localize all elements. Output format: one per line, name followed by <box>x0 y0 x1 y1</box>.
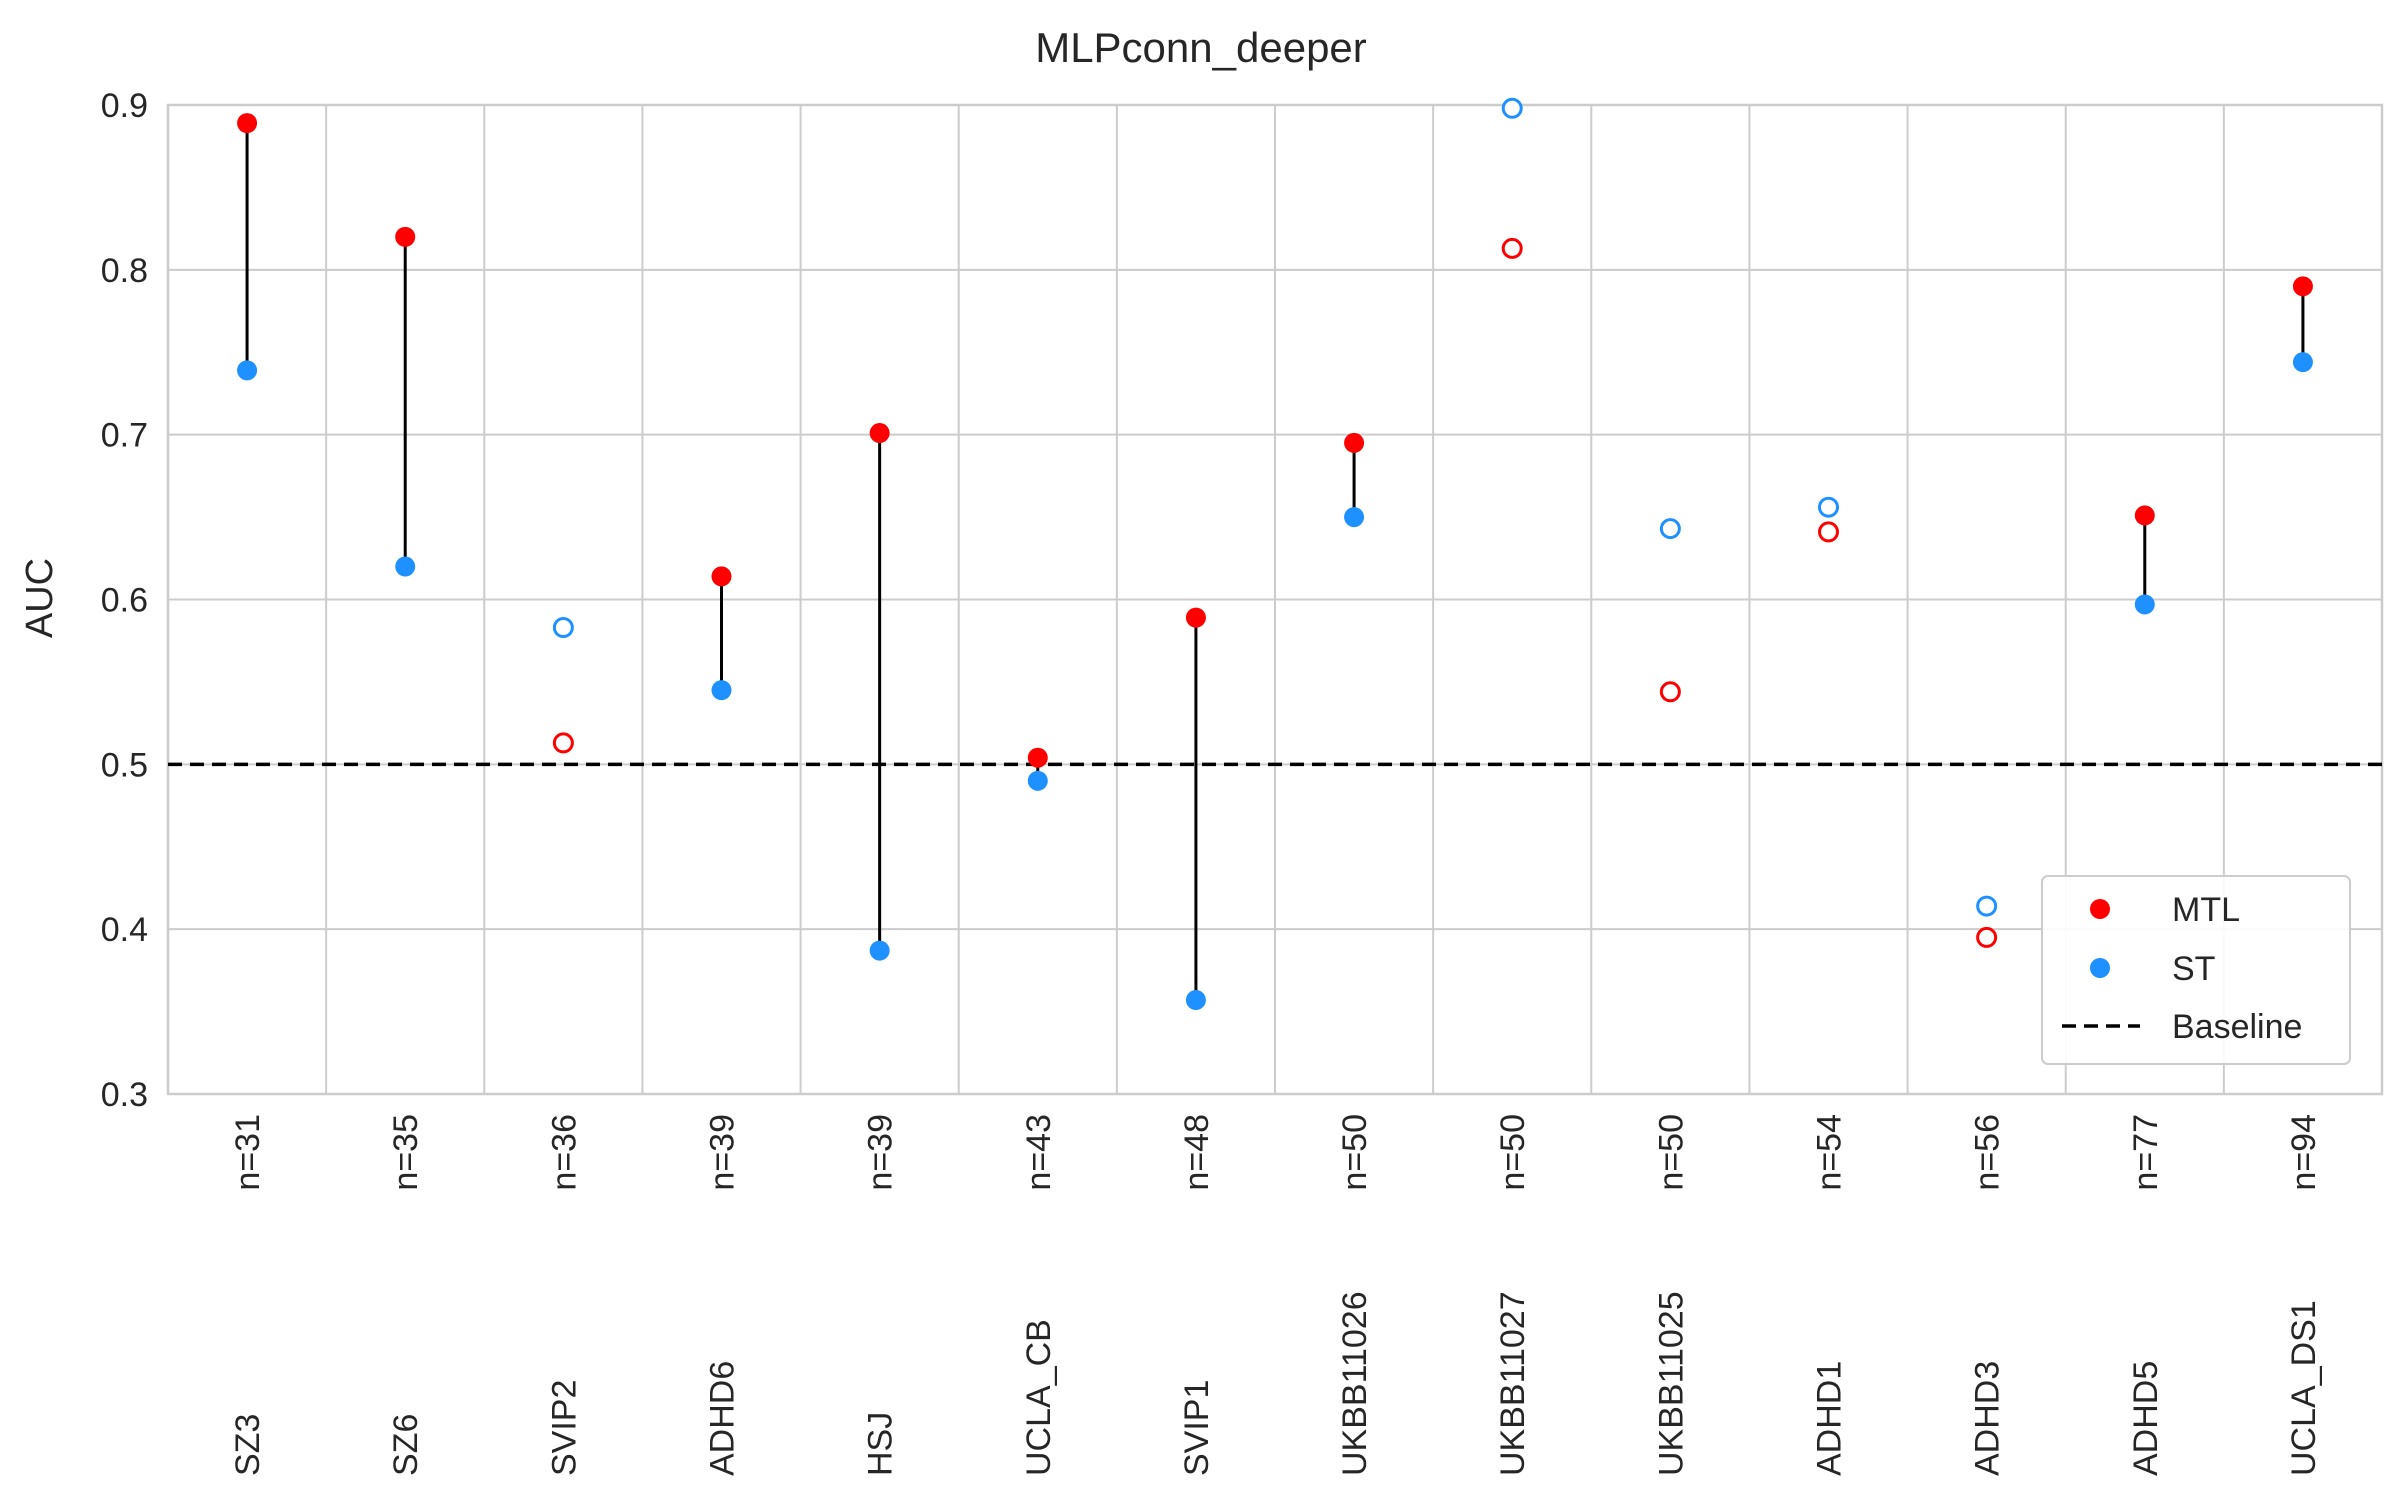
x-tick-category: UCLA_DS1 <box>2285 1300 2323 1476</box>
x-tick-category: SZ3 <box>229 1414 267 1476</box>
x-tick-category: ADHD3 <box>1969 1361 2007 1476</box>
legend-baseline-label: Baseline <box>2172 1008 2302 1046</box>
legend-mtl-marker <box>2090 899 2110 919</box>
legend-box <box>2041 875 2351 1065</box>
grid-lines <box>168 105 2382 1094</box>
mtl-point-HSJ <box>869 423 890 444</box>
st-point-ADHD6 <box>711 680 732 701</box>
x-tick-sample-size: n=31 <box>229 1114 267 1191</box>
st-point-UCLA_DS1 <box>2292 352 2313 373</box>
st-point-SZ3 <box>237 360 258 381</box>
x-tick-category: SZ6 <box>387 1414 425 1476</box>
x-tick-sample-size: n=77 <box>2127 1114 2165 1191</box>
st-point-ADHD5 <box>2134 594 2155 615</box>
x-tick-category: ADHD5 <box>2127 1361 2165 1476</box>
plot-border <box>166 103 2384 1096</box>
st-point-UKBB11027 <box>1501 97 1523 119</box>
st-point-SZ6 <box>395 556 416 577</box>
mtl-point-UKBB11027 <box>1501 237 1523 259</box>
x-tick-category: UCLA_CB <box>1020 1319 1058 1476</box>
y-tick-label: 0.5 <box>101 746 148 784</box>
x-tick-sample-size: n=94 <box>2285 1114 2323 1191</box>
st-point-ADHD3 <box>1976 895 1998 917</box>
data-markers <box>237 97 2313 1011</box>
y-tick-label: 0.4 <box>101 911 148 949</box>
y-tick-label: 0.8 <box>101 252 148 290</box>
x-tick-category: UKBB11027 <box>1494 1291 1532 1476</box>
st-point-UCLA_CB <box>1027 770 1048 791</box>
legend-st-marker <box>2090 958 2110 978</box>
mtl-point-SZ6 <box>395 226 416 247</box>
mtl-point-SVIP2 <box>552 732 574 754</box>
x-tick-category: HSJ <box>862 1412 900 1476</box>
y-tick-label: 0.3 <box>101 1076 148 1114</box>
x-tick-sample-size: n=50 <box>1652 1114 1690 1191</box>
x-tick-category: UKBB11025 <box>1652 1291 1690 1476</box>
x-tick-sample-size: n=35 <box>387 1114 425 1191</box>
mtl-point-SVIP1 <box>1185 607 1206 628</box>
x-tick-sample-size: n=56 <box>1969 1114 2007 1191</box>
st-point-SVIP1 <box>1185 990 1206 1011</box>
x-tick-sample-size: n=39 <box>704 1114 742 1191</box>
mtl-point-ADHD6 <box>711 566 732 587</box>
st-point-UKBB11025 <box>1659 518 1681 540</box>
st-point-HSJ <box>869 940 890 961</box>
x-tick-labels: n=31 SZ3 n=35 SZ6 n=36 SVIP2 n=39 ADHD6 n=39 HSJ n… <box>229 1114 2323 1476</box>
mtl-point-UKBB11026 <box>1344 432 1365 453</box>
x-tick-category: ADHD6 <box>704 1361 742 1476</box>
legend-mtl-label: MTL <box>2172 891 2240 929</box>
legend: MTL ST Baseline <box>2041 875 2351 1065</box>
mtl-point-UCLA_CB <box>1027 747 1048 768</box>
st-point-SVIP2 <box>552 617 574 639</box>
x-tick-sample-size: n=50 <box>1494 1114 1532 1191</box>
x-tick-category: SVIP2 <box>545 1380 583 1476</box>
st-point-UKBB11026 <box>1344 507 1365 528</box>
mtl-point-UCLA_DS1 <box>2292 276 2313 297</box>
mtl-point-ADHD1 <box>1818 521 1839 543</box>
y-tick-label: 0.9 <box>101 87 148 125</box>
y-axis-label: AUC <box>19 558 61 638</box>
x-tick-category: UKBB11026 <box>1336 1291 1374 1476</box>
x-tick-sample-size: n=39 <box>862 1114 900 1191</box>
x-tick-category: ADHD1 <box>1811 1361 1849 1476</box>
mtl-point-UKBB11025 <box>1659 681 1681 703</box>
mtl-point-SZ3 <box>237 113 258 134</box>
x-tick-category: SVIP1 <box>1178 1380 1216 1476</box>
x-tick-sample-size: n=54 <box>1811 1114 1849 1191</box>
st-point-ADHD1 <box>1818 496 1839 518</box>
legend-st-label: ST <box>2172 950 2215 988</box>
mtl-point-ADHD3 <box>1976 926 1998 948</box>
plot-frame <box>166 103 2384 1096</box>
y-tick-label: 0.6 <box>101 582 148 620</box>
chart-title: MLPconn_deeper <box>1035 24 1367 71</box>
y-tick-label: 0.7 <box>101 417 148 455</box>
x-tick-sample-size: n=50 <box>1336 1114 1374 1191</box>
x-tick-sample-size: n=48 <box>1178 1114 1216 1191</box>
x-tick-sample-size: n=36 <box>545 1114 583 1191</box>
x-tick-sample-size: n=43 <box>1020 1114 1058 1191</box>
mtl-point-ADHD5 <box>2134 505 2155 526</box>
y-tick-labels: 0.3 0.4 0.5 0.6 0.7 0.8 0.9 <box>101 87 148 1114</box>
